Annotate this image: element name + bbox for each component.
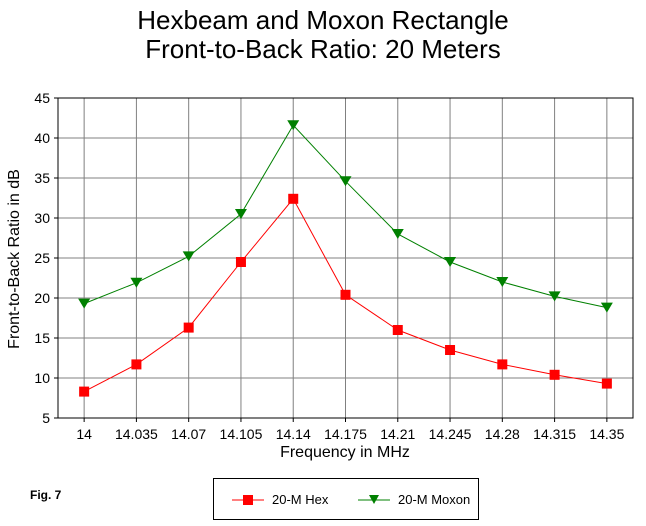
x-axis-ticks: 14 14.035 14.07 14.105 14.14 14.175 14.21 14.24…	[76, 418, 625, 442]
data-point-moxon	[444, 257, 457, 267]
legend: 20-M Hex 20-M Moxon	[213, 478, 479, 520]
data-point-hex	[340, 289, 351, 300]
data-point-hex	[445, 345, 456, 355]
data-point-moxon	[234, 209, 247, 219]
x-tick-label: 14.07	[171, 426, 206, 442]
legend-swatch-moxon	[358, 495, 390, 504]
y-tick-label: 5	[42, 410, 50, 426]
data-point-hex	[549, 369, 560, 380]
x-tick-label: 14.105	[220, 426, 263, 442]
x-tick-label: 14.35	[589, 426, 624, 442]
x-tick-label: 14.14	[276, 426, 311, 442]
legend-label-moxon: 20-M Moxon	[398, 492, 471, 507]
y-tick-label: 15	[34, 330, 50, 346]
data-point-hex	[131, 359, 142, 370]
data-point-moxon	[78, 298, 91, 309]
legend-label-hex: 20-M Hex	[272, 492, 329, 507]
data-point-moxon	[391, 229, 404, 239]
data-point-moxon	[130, 277, 143, 288]
y-tick-label: 25	[34, 250, 50, 266]
x-tick-label: 14.315	[533, 426, 576, 442]
data-point-hex	[79, 386, 90, 397]
x-tick-label: 14.035	[115, 426, 158, 442]
data-point-moxon	[287, 120, 300, 131]
y-axis-ticks: 5 10 15 20 25 30 35 40 45	[34, 90, 58, 426]
y-tick-label: 10	[34, 370, 50, 386]
data-point-hex	[183, 322, 194, 333]
data-point-moxon	[339, 176, 352, 187]
data-point-moxon	[182, 251, 195, 262]
y-tick-label: 45	[34, 90, 50, 106]
figure-label: Fig. 7	[30, 488, 62, 502]
data-point-hex	[235, 257, 246, 267]
line-chart: 5 10 15 20 25 30 35 40 45 14 14.035 14.07 14.105 14.…	[6, 90, 634, 461]
y-tick-label: 30	[34, 210, 50, 226]
x-tick-label: 14	[76, 426, 92, 442]
chart-title-line-2: Front-to-Back Ratio: 20 Meters	[145, 34, 501, 64]
data-point-moxon	[548, 291, 561, 302]
y-tick-label: 35	[34, 170, 50, 186]
x-tick-label: 14.175	[324, 426, 367, 442]
x-tick-label: 14.245	[429, 426, 472, 442]
y-tick-label: 20	[34, 290, 50, 306]
series-group	[78, 120, 613, 397]
data-point-hex	[601, 378, 612, 389]
data-point-hex	[392, 325, 403, 335]
x-tick-label: 14.21	[380, 426, 415, 442]
legend-swatch-hex	[232, 495, 264, 505]
grid-lines	[57, 97, 634, 419]
x-axis-label: Frequency in MHz	[280, 444, 410, 461]
data-point-moxon	[600, 302, 613, 313]
chart-title-line-1: Hexbeam and Moxon Rectangle	[137, 5, 509, 35]
y-tick-label: 40	[34, 130, 50, 146]
data-point-hex	[497, 359, 508, 370]
data-point-moxon	[496, 277, 509, 287]
y-axis-label: Front-to-Back Ratio in dB	[6, 169, 23, 349]
x-tick-label: 14.28	[485, 426, 520, 442]
data-point-hex	[288, 193, 299, 204]
